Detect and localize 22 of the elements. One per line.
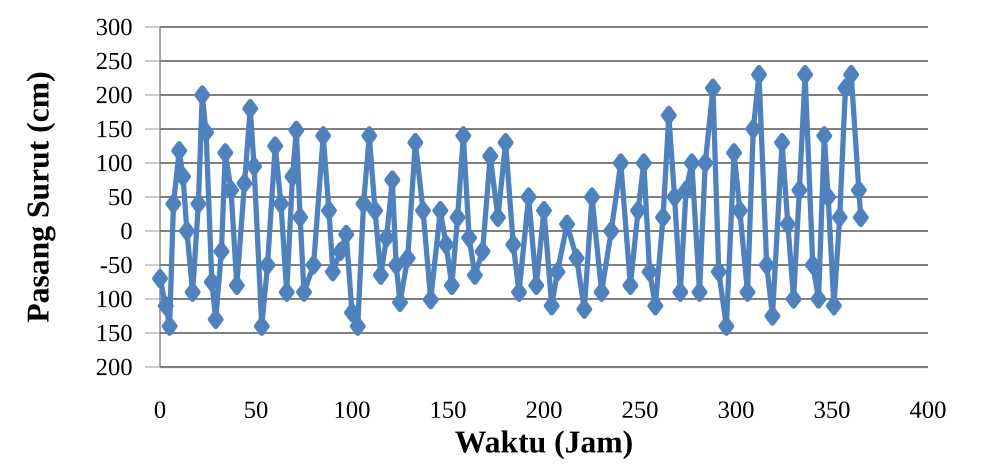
y-tick-label: 150 bbox=[98, 324, 132, 342]
y-tick-label: 200 bbox=[96, 86, 132, 104]
x-axis-title: Waktu (Jam) bbox=[455, 430, 632, 460]
x-tick-label: 200 bbox=[526, 402, 562, 418]
x-tick-label: 250 bbox=[622, 402, 658, 418]
y-tick-label: 150 bbox=[98, 120, 132, 138]
y-tick-label: 200 bbox=[96, 358, 132, 376]
x-tick-label: 100 bbox=[336, 402, 370, 418]
x-tick-label: 350 bbox=[814, 402, 850, 418]
y-tick-label: 50 bbox=[109, 188, 132, 206]
x-tick-label: 400 bbox=[910, 402, 946, 418]
y-axis-title: Pasang Surut (cm) bbox=[26, 72, 56, 322]
y-tick-label: 300 bbox=[96, 18, 132, 36]
x-tick-label: 0 bbox=[154, 402, 166, 418]
y-tick-label: 100 bbox=[98, 154, 132, 172]
x-tick-label: 150 bbox=[432, 402, 466, 418]
y-tick-label: 100 bbox=[98, 290, 132, 308]
y-tick-label: 250 bbox=[96, 52, 132, 70]
y-tick-label: -50 bbox=[100, 256, 132, 274]
x-tick-label: 50 bbox=[245, 402, 268, 418]
x-tick-label: 300 bbox=[718, 402, 754, 418]
y-tick-label: 0 bbox=[121, 222, 132, 240]
